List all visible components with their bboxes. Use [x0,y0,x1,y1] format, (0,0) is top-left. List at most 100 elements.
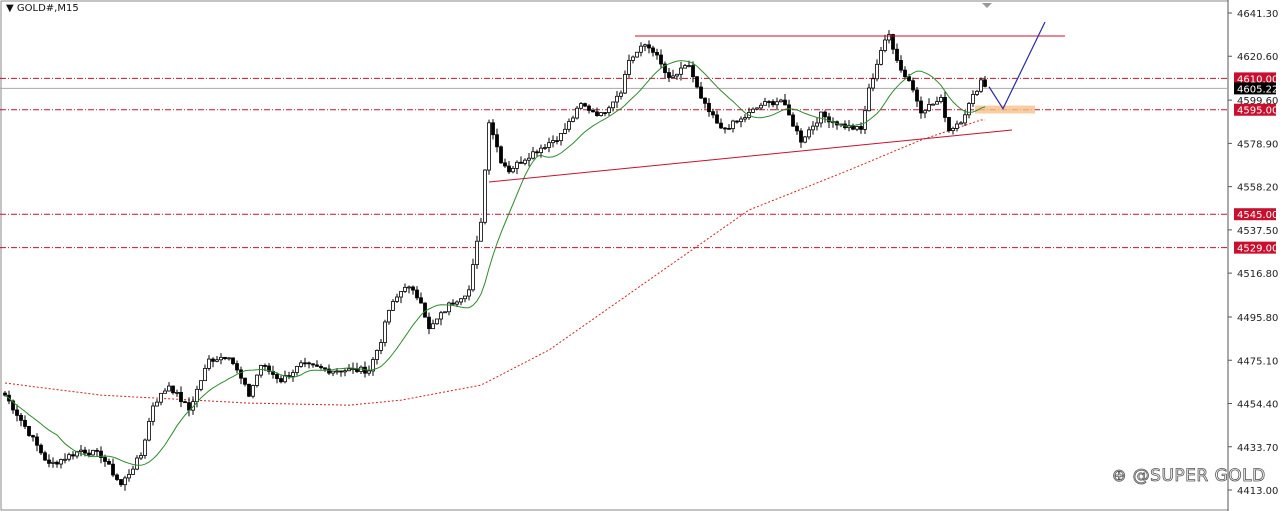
candle-body [135,457,139,470]
candle-body [263,365,267,367]
candle-body [67,454,71,460]
candle-body [315,364,319,367]
candle-body [171,385,175,394]
candle-body [579,103,583,109]
candle-body [343,370,347,373]
candle-body [255,374,259,386]
candle-body [955,123,959,129]
candle-body [319,365,323,369]
candle-body [19,414,23,421]
chart-shift-marker [982,3,992,8]
candle-body [919,100,923,114]
candle-body [467,289,471,297]
candle-body [475,240,479,266]
candle-body [811,125,815,131]
candle-body [155,401,159,407]
candle-body [719,122,723,129]
symbol-label: ▼ GOLD#,M15 [6,3,79,14]
candle-body [463,295,467,300]
candle-body [187,402,191,411]
candle-body [503,162,507,167]
candle-body [291,372,295,377]
candle-body [743,117,747,120]
candle-body [415,289,419,299]
candle-body [967,103,971,116]
candle-body [823,111,827,118]
candle-body [427,316,431,330]
candle-body [587,105,591,111]
candle-body [679,67,683,75]
candle-body [159,392,163,403]
candle-body [211,358,215,362]
candle-body [779,99,783,103]
candle-body [375,349,379,360]
level-price-tag: 4545.00 [1237,210,1278,221]
candle-body [47,459,51,464]
candle-body [751,108,755,113]
candle-body [899,60,903,71]
candle-body [671,75,675,78]
y-tick-label: 4641.30 [1237,9,1278,20]
candle-body [555,140,559,142]
candle-body [639,45,643,53]
candle-body [243,377,247,385]
candle-body [891,34,895,50]
candle-body [207,358,211,369]
y-tick-label: 4413.00 [1237,486,1278,497]
candle-body [183,401,187,404]
candle-body [483,169,487,223]
candle-body [175,391,179,394]
candle-body [667,72,671,78]
entry-zone [975,105,1035,114]
candle-body [459,298,463,303]
candle-body [455,301,459,305]
candle-body [123,477,127,486]
candle-body [139,455,143,459]
candle-body [231,357,235,365]
candle-body [803,136,807,143]
candle-body [883,39,887,51]
candle-body [31,435,35,438]
candle-body [607,107,611,114]
candle-body [915,89,919,102]
candle-body [215,359,219,362]
candle-body [83,449,87,454]
candle-body [739,118,743,123]
candle-body [859,126,863,130]
candle-body [699,86,703,99]
candle-body [407,286,411,289]
candle-body [687,65,691,67]
candle-body [931,103,935,106]
candle-body [855,126,859,130]
candle-body [199,380,203,390]
triangle-down-icon[interactable]: ▼ [6,3,14,14]
candle-body [163,390,167,394]
support-trendline [488,129,1013,183]
candle-body [143,439,147,456]
candle-body [235,363,239,371]
level-price-tag-bg [1234,241,1276,254]
candle-body [11,400,15,411]
candle-body [219,356,223,361]
candle-body [435,318,439,325]
candle-body [59,459,63,465]
candle-body [571,117,575,122]
candle-body [551,140,555,144]
y-tick-label: 4475.10 [1237,356,1278,367]
candle-body [847,125,851,129]
candle-body [871,78,875,89]
candle-body [543,147,547,149]
candle-body [979,79,983,92]
candle-body [727,127,731,130]
candle-body [783,99,787,106]
symbol-text: GOLD#,M15 [16,3,79,14]
level-price-tag-bg [1234,103,1276,116]
candle-body [659,54,663,65]
candle-body [331,370,335,374]
candle-body [151,405,155,422]
candle-body [771,101,775,106]
candle-body [395,296,399,302]
candle-body [71,454,75,457]
